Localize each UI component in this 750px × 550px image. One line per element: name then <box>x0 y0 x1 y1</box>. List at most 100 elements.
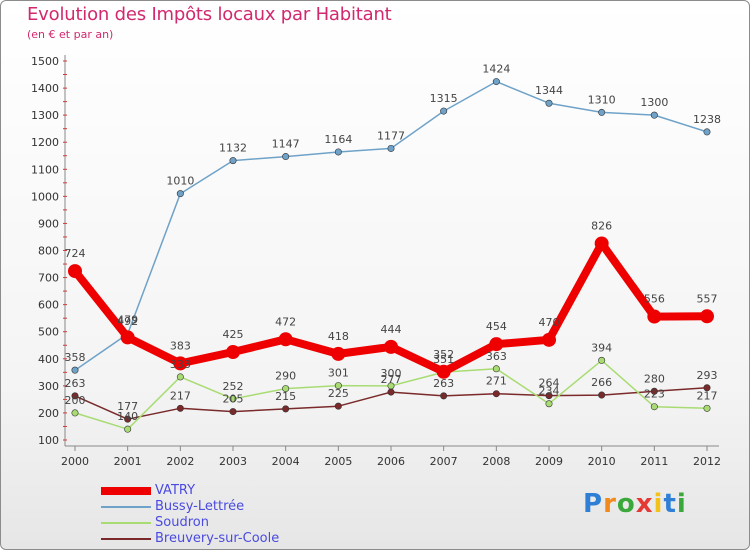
proxiti-logo: Proxiti <box>583 489 687 519</box>
data-point-soudron <box>124 425 132 433</box>
data-label-breuvery-sur-coole: 205 <box>223 393 244 406</box>
chart-title: Evolution des Impôts locaux par Habitant <box>27 4 392 25</box>
data-point-bussy-lettree <box>440 107 448 115</box>
y-tick-label: 200 <box>38 407 59 420</box>
data-label-soudron: 290 <box>275 370 296 383</box>
legend-label: Breuvery-sur-Coole <box>155 531 280 546</box>
data-point-vatry <box>384 339 398 354</box>
data-label-breuvery-sur-coole: 263 <box>433 377 454 390</box>
data-point-bussy-lettree <box>176 190 184 198</box>
data-label-soudron: 200 <box>65 394 86 407</box>
data-label-bussy-lettree: 492 <box>117 315 138 328</box>
data-label-bussy-lettree: 1238 <box>693 113 721 126</box>
data-label-bussy-lettree: 358 <box>65 351 86 364</box>
data-point-soudron <box>492 365 500 373</box>
logo-letter: o <box>616 489 636 519</box>
data-point-soudron <box>545 400 553 408</box>
data-point-soudron <box>71 409 79 417</box>
data-label-soudron: 234 <box>539 385 560 398</box>
x-tick-label: 2008 <box>482 455 510 468</box>
data-point-vatry <box>120 330 135 345</box>
data-label-breuvery-sur-coole: 177 <box>117 400 138 413</box>
data-label-soudron: 394 <box>591 341 612 354</box>
data-point-breuvery-sur-coole <box>71 392 79 400</box>
data-labels: 724 479 383 425 472 418 444 352 454 470 826 556 557 3… <box>65 63 722 424</box>
data-point-vatry <box>700 309 714 324</box>
x-tick-label: 2006 <box>377 455 405 468</box>
legend-label: VATRY <box>155 483 196 498</box>
data-point-vatry <box>647 309 662 324</box>
data-point-bussy-lettree <box>598 108 606 116</box>
data-label-bussy-lettree: 1132 <box>219 142 247 155</box>
y-tick-label: 1300 <box>31 109 59 122</box>
data-label-soudron: 363 <box>486 350 507 363</box>
data-point-breuvery-sur-coole <box>229 408 237 416</box>
data-point-bussy-lettree <box>650 111 658 119</box>
data-point-soudron <box>387 382 395 390</box>
data-point-vatry <box>278 332 293 347</box>
data-label-vatry: 724 <box>65 247 86 260</box>
data-point-breuvery-sur-coole <box>334 402 342 410</box>
data-label-bussy-lettree: 1147 <box>272 138 300 151</box>
data-point-breuvery-sur-coole <box>124 415 132 423</box>
y-tick-label: 900 <box>38 217 59 230</box>
data-label-vatry: 472 <box>275 315 296 328</box>
y-tick-label: 300 <box>38 380 59 393</box>
x-tick-label: 2005 <box>324 455 352 468</box>
y-tick-label: 700 <box>38 272 59 285</box>
x-tick-label: 2003 <box>219 455 247 468</box>
data-label-vatry: 425 <box>223 328 244 341</box>
data-label-bussy-lettree: 1300 <box>640 96 668 109</box>
legend-item-soudron: Soudron <box>101 515 279 531</box>
data-label-vatry: 470 <box>539 316 560 329</box>
data-point-bussy-lettree <box>229 157 237 165</box>
y-tick-label: 600 <box>38 299 59 312</box>
y-tick-label: 500 <box>38 326 59 339</box>
data-label-bussy-lettree: 1315 <box>430 92 458 105</box>
y-tick-label: 100 <box>38 434 59 447</box>
data-label-soudron: 301 <box>328 367 349 380</box>
data-label-vatry: 418 <box>328 330 349 343</box>
data-point-breuvery-sur-coole <box>440 392 448 400</box>
y-tick-label: 1400 <box>31 82 59 95</box>
y-tick-label: 1100 <box>31 163 59 176</box>
data-point-breuvery-sur-coole <box>387 388 395 396</box>
data-point-soudron <box>598 356 606 364</box>
data-label-vatry: 557 <box>697 292 718 305</box>
data-label-soudron: 252 <box>223 380 244 393</box>
data-label-breuvery-sur-coole: 263 <box>65 377 86 390</box>
data-label-breuvery-sur-coole: 266 <box>591 376 612 389</box>
data-point-vatry <box>226 345 240 360</box>
chart-subtitle: (en € et par an) <box>27 28 114 41</box>
data-point-soudron <box>650 403 658 411</box>
data-point-soudron <box>282 385 290 393</box>
x-tick-label: 2000 <box>61 455 89 468</box>
data-point-vatry <box>436 364 451 379</box>
data-label-bussy-lettree: 1424 <box>482 63 510 76</box>
x-tick-label: 2001 <box>114 455 142 468</box>
data-label-soudron: 351 <box>433 353 454 366</box>
data-label-vatry: 479 <box>117 313 138 326</box>
legend: VATRY Bussy-Lettrée Soudron Breuvery-sur-Co… <box>101 483 279 547</box>
data-label-soudron: 217 <box>697 389 718 402</box>
y-tick-label: 1000 <box>31 190 59 203</box>
logo-letter: i <box>653 489 664 519</box>
data-point-bussy-lettree <box>71 366 79 374</box>
data-point-soudron <box>229 395 237 403</box>
x-tick-label: 2012 <box>693 455 721 468</box>
data-point-vatry <box>331 346 346 361</box>
data-label-soudron: 140 <box>117 410 138 423</box>
y-tick-label: 800 <box>38 245 59 258</box>
data-label-breuvery-sur-coole: 277 <box>381 373 402 386</box>
x-tick-label: 2002 <box>166 455 194 468</box>
x-tick-label: 2011 <box>640 455 668 468</box>
data-label-breuvery-sur-coole: 217 <box>170 389 191 402</box>
data-point-vatry <box>542 332 556 347</box>
legend-swatch <box>101 487 151 495</box>
legend-swatch <box>101 522 151 524</box>
data-point-breuvery-sur-coole <box>650 387 658 395</box>
data-point-bussy-lettree <box>334 148 342 156</box>
logo-letter: P <box>583 489 604 519</box>
logo-letter: t <box>663 489 677 519</box>
